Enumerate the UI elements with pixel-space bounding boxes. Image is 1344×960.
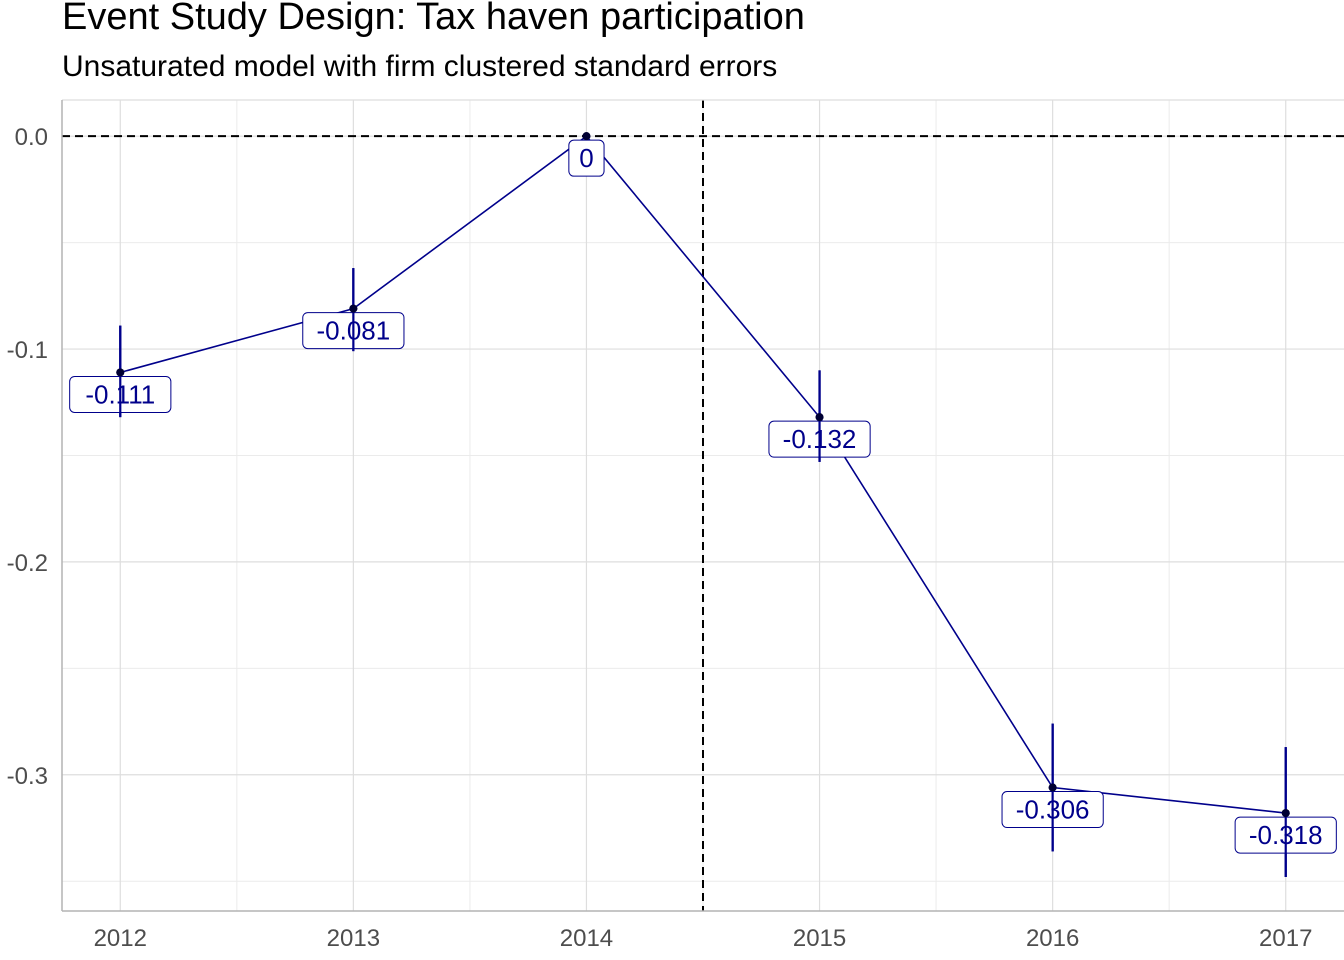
data-label: -0.318: [1234, 747, 1337, 877]
x-tick-label: 2013: [327, 925, 380, 952]
x-tick-label: 2012: [94, 925, 147, 952]
data-labels: -0.111 -0.081 0 -0.132 -0.306 -0.318: [69, 132, 1337, 877]
data-point-overlay: [582, 132, 591, 141]
data-label: 0: [568, 132, 605, 177]
y-tick-label: -0.2: [7, 550, 48, 577]
data-point-overlay: [349, 304, 358, 313]
data-label: -0.081: [302, 268, 405, 352]
chart-subtitle: Unsaturated model with firm clustered st…: [62, 50, 778, 83]
data-point-overlay: [815, 413, 824, 422]
data-point-overlay: [116, 368, 125, 377]
y-tick-label: -0.3: [7, 763, 48, 790]
data-label: -0.111: [69, 325, 172, 418]
x-tick-label: 2014: [560, 925, 613, 952]
tick-labels: 2012 2013 2014 2015 2016 2017 0.0 -0.1 -0.2 -0.3: [7, 124, 1313, 952]
x-tick-label: 2017: [1259, 925, 1312, 952]
axes: [61, 99, 1344, 912]
data-label: -0.132: [768, 370, 871, 462]
data-point-overlay: [1281, 809, 1290, 818]
data-label: -0.306: [1001, 723, 1104, 852]
data-label-text: 0: [579, 143, 593, 173]
y-tick-label: 0.0: [15, 124, 48, 151]
x-tick-label: 2015: [793, 925, 846, 952]
data-point-overlay: [1048, 783, 1057, 792]
chart-title: Event Study Design: Tax haven participat…: [62, 0, 805, 38]
y-tick-label: -0.1: [7, 337, 48, 364]
x-tick-label: 2016: [1026, 925, 1079, 952]
reference-lines: [62, 100, 1344, 911]
